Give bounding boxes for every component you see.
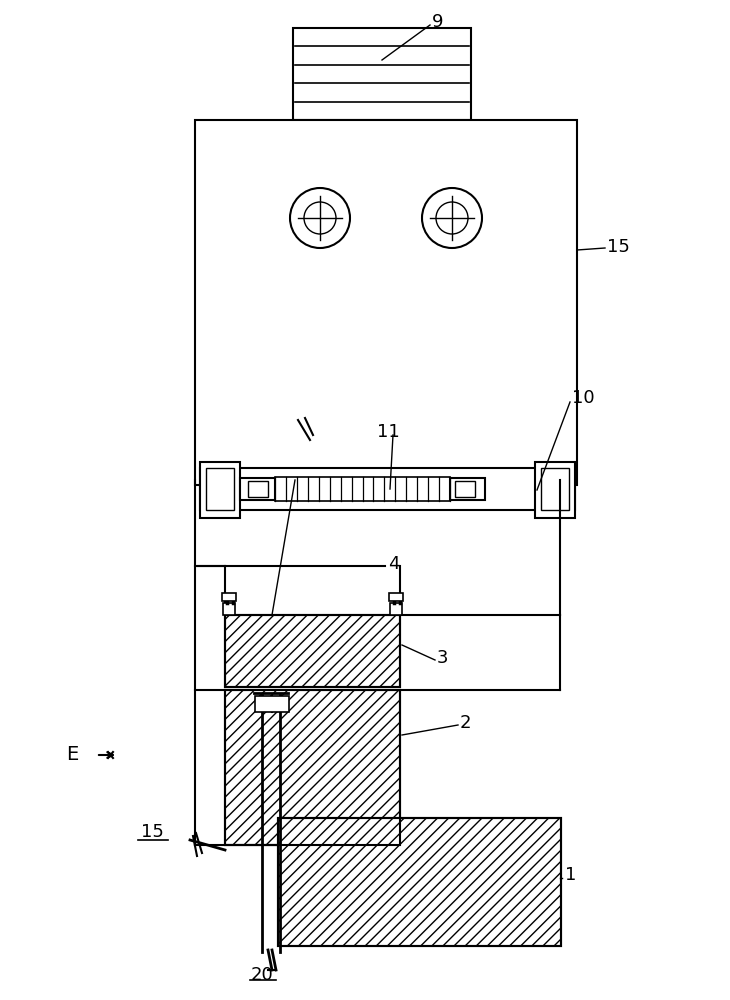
- Bar: [225, 690, 400, 845]
- Bar: [389, 593, 403, 601]
- Bar: [248, 481, 268, 497]
- Text: 3: 3: [437, 649, 448, 667]
- Text: 20: 20: [250, 966, 273, 984]
- Text: 15: 15: [141, 823, 164, 841]
- Bar: [255, 696, 289, 712]
- Text: 4: 4: [388, 555, 399, 573]
- Bar: [222, 593, 236, 601]
- Bar: [225, 615, 400, 687]
- Circle shape: [422, 188, 482, 248]
- Text: E: E: [66, 746, 78, 764]
- Circle shape: [436, 202, 468, 234]
- Bar: [200, 462, 240, 518]
- Bar: [278, 818, 561, 946]
- Bar: [206, 468, 234, 510]
- Bar: [455, 481, 475, 497]
- Text: 1: 1: [565, 866, 577, 884]
- Bar: [278, 818, 561, 946]
- Bar: [225, 690, 400, 845]
- Bar: [240, 478, 275, 500]
- Text: 11: 11: [377, 423, 399, 441]
- Text: 9: 9: [432, 13, 444, 31]
- Bar: [195, 120, 577, 485]
- Circle shape: [290, 188, 350, 248]
- Text: 2: 2: [460, 714, 472, 732]
- Bar: [275, 477, 450, 501]
- Bar: [535, 462, 575, 518]
- Bar: [225, 615, 400, 687]
- Bar: [450, 478, 485, 500]
- Bar: [223, 603, 235, 615]
- Bar: [200, 468, 575, 510]
- Bar: [541, 468, 569, 510]
- Text: 10: 10: [572, 389, 595, 407]
- Bar: [293, 28, 471, 120]
- Bar: [390, 603, 402, 615]
- Circle shape: [304, 202, 336, 234]
- Text: 15: 15: [607, 238, 630, 256]
